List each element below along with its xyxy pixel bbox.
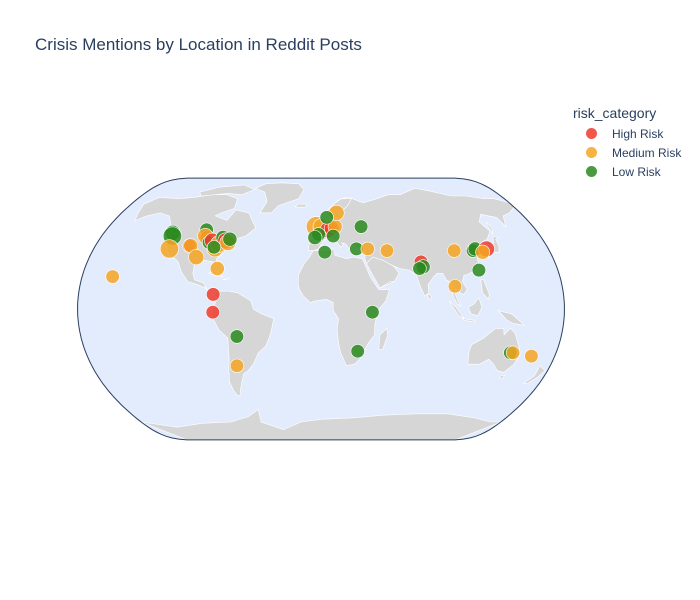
land-africa bbox=[297, 248, 390, 367]
marker-medium-risk[interactable] bbox=[524, 349, 539, 364]
legend-item-high-risk[interactable]: High Risk bbox=[573, 125, 663, 144]
marker-high-risk[interactable] bbox=[206, 287, 221, 302]
marker-low-risk[interactable] bbox=[222, 231, 238, 247]
marker-low-risk[interactable] bbox=[319, 210, 334, 225]
legend: risk_category High Risk Medium Risk Low … bbox=[573, 105, 681, 182]
marker-medium-risk[interactable] bbox=[188, 249, 205, 266]
marker-medium-risk[interactable] bbox=[209, 261, 225, 276]
marker-low-risk[interactable] bbox=[471, 263, 487, 278]
legend-item-medium-risk[interactable]: Medium Risk bbox=[573, 144, 681, 163]
marker-low-risk[interactable] bbox=[307, 230, 323, 245]
legend-label-low-risk: Low Risk bbox=[612, 165, 661, 179]
land-south-america bbox=[211, 290, 275, 397]
legend-label-medium-risk: Medium Risk bbox=[612, 146, 682, 160]
legend-marker-high-risk bbox=[586, 128, 597, 139]
marker-medium-risk[interactable] bbox=[447, 279, 463, 294]
land-java bbox=[462, 318, 476, 323]
marker-medium-risk[interactable] bbox=[475, 244, 491, 260]
marker-medium-risk[interactable] bbox=[105, 269, 120, 284]
legend-item-low-risk[interactable]: Low Risk bbox=[573, 163, 661, 182]
marker-low-risk[interactable] bbox=[365, 305, 380, 320]
legend-title: risk_category bbox=[573, 105, 657, 121]
land-layer bbox=[134, 182, 546, 440]
legend-label-high-risk: High Risk bbox=[612, 127, 664, 141]
land-philippines bbox=[480, 279, 490, 300]
map-title: Crisis Mentions by Location in Reddit Po… bbox=[35, 35, 362, 54]
marker-low-risk[interactable] bbox=[354, 219, 369, 234]
land-sri-lanka bbox=[426, 294, 433, 300]
marker-high-risk[interactable] bbox=[205, 305, 220, 320]
land-sumatra bbox=[449, 300, 465, 319]
marker-medium-risk[interactable] bbox=[379, 243, 395, 258]
land-canadian-islands bbox=[199, 184, 256, 197]
land-borneo bbox=[468, 297, 483, 316]
land-sakhalin bbox=[486, 221, 494, 235]
land-new-guinea bbox=[497, 310, 526, 326]
marker-medium-risk[interactable] bbox=[447, 243, 462, 258]
map-frame bbox=[77, 177, 565, 441]
marker-low-risk[interactable] bbox=[350, 344, 365, 359]
land-new-zealand bbox=[522, 365, 546, 384]
marker-low-risk[interactable] bbox=[229, 329, 244, 344]
marker-medium-risk[interactable] bbox=[505, 345, 521, 360]
marker-medium-risk[interactable] bbox=[360, 241, 375, 256]
legend-marker-low-risk bbox=[586, 166, 597, 177]
land-greenland bbox=[254, 182, 305, 214]
marker-low-risk[interactable] bbox=[412, 261, 427, 276]
marker-low-risk[interactable] bbox=[206, 240, 222, 255]
land-arabia-fix bbox=[366, 256, 400, 289]
marker-medium-risk[interactable] bbox=[159, 239, 179, 259]
marker-low-risk[interactable] bbox=[326, 228, 341, 244]
marker-low-risk[interactable] bbox=[317, 245, 332, 260]
land-iceland bbox=[294, 203, 307, 208]
land-antarctica bbox=[141, 408, 501, 440]
land-madagascar bbox=[378, 327, 389, 350]
land-australia bbox=[467, 327, 521, 373]
marker-medium-risk[interactable] bbox=[229, 358, 245, 373]
land-tasmania bbox=[498, 375, 506, 380]
land-hispaniola bbox=[222, 277, 230, 281]
marker-layer bbox=[105, 204, 539, 373]
legend-marker-medium-risk bbox=[586, 147, 597, 158]
